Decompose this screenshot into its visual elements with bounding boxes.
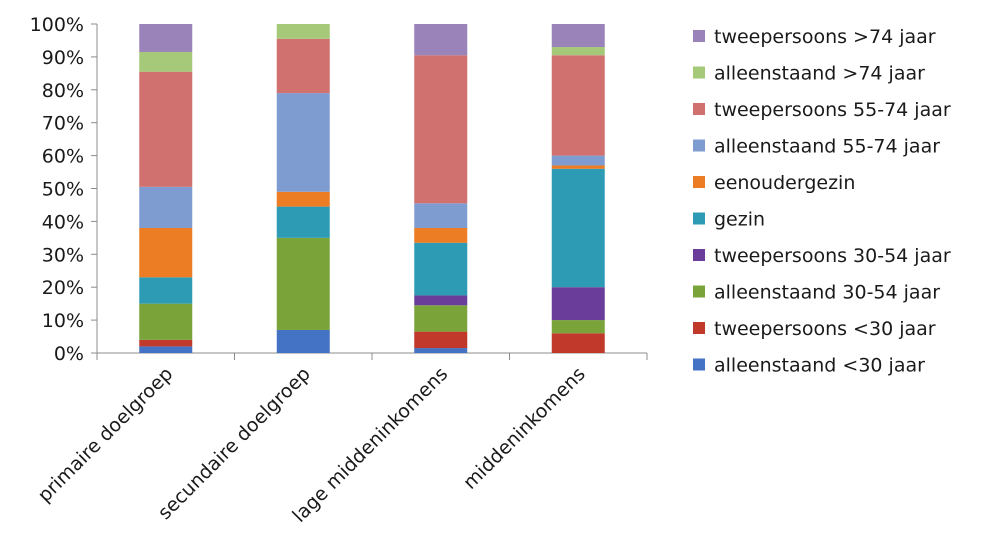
legend-swatch — [693, 249, 705, 261]
x-category-label: primaire doelgroep — [34, 363, 178, 507]
x-category-label: lage middeninkomens — [288, 363, 452, 527]
legend: tweepersoons >74 jaar alleenstaand >74 ja… — [693, 26, 951, 377]
bars — [139, 24, 605, 353]
legend-label: gezin — [714, 209, 765, 231]
bar-segment — [139, 303, 193, 340]
bar-segment — [276, 93, 330, 192]
legend-label: alleenstaand >74 jaar — [714, 63, 925, 85]
legend-swatch — [693, 139, 705, 152]
bar-segment — [551, 24, 605, 48]
bar-segment — [414, 24, 468, 56]
y-tick-label: 90% — [42, 47, 84, 69]
bar-segment — [414, 203, 468, 228]
bar-segment — [139, 277, 193, 304]
bar-segment — [551, 155, 605, 166]
bar-segment — [139, 24, 193, 52]
bar-segment — [551, 320, 605, 334]
bar-segment — [276, 24, 330, 39]
axes: 0% 10% 20% 30% 40% 50% 60% 70% 80% 90% 100% — [30, 14, 648, 365]
bar-segment — [551, 333, 605, 353]
bar-segment — [276, 329, 330, 353]
bar-segment — [414, 55, 468, 204]
bar-segment — [551, 47, 605, 56]
bar-segment — [551, 168, 605, 288]
bar-segment — [414, 331, 468, 349]
bar-segment — [139, 186, 193, 228]
bar-segment — [276, 237, 330, 330]
x-category-label: secundaire doelgroep — [154, 363, 315, 524]
bar-segment — [139, 51, 193, 72]
y-tick-label: 0% — [54, 343, 84, 365]
legend-swatch — [693, 176, 705, 188]
y-tick-label: 10% — [42, 310, 84, 332]
y-tick-label: 50% — [42, 179, 84, 201]
legend-swatch — [693, 212, 705, 225]
bar-segment — [551, 55, 605, 156]
legend-swatch — [693, 66, 705, 79]
y-tick-label: 30% — [42, 244, 84, 266]
bar-segment — [551, 287, 605, 321]
bar-segment — [276, 206, 330, 238]
y-tick-label: 70% — [42, 113, 84, 135]
y-tick-label: 60% — [42, 146, 84, 168]
bar-segment — [414, 348, 468, 353]
legend-swatch — [693, 30, 705, 42]
y-tick-label: 40% — [42, 211, 84, 233]
y-tick-label: 80% — [42, 80, 84, 102]
legend-label: eenoudergezin — [714, 172, 855, 194]
bar-segment — [414, 305, 468, 332]
legend-swatch — [693, 322, 705, 334]
legend-swatch — [693, 103, 705, 115]
legend-label: tweepersoons 55-74 jaar — [714, 99, 951, 121]
y-tick-label: 20% — [42, 277, 84, 299]
bar-segment — [139, 346, 193, 353]
bar-segment — [414, 242, 468, 296]
legend-label: tweepersoons 30-54 jaar — [714, 245, 951, 267]
bar-segment — [276, 191, 330, 207]
bar-segment — [139, 227, 193, 278]
legend-label: alleenstaand 30-54 jaar — [714, 282, 940, 304]
x-category-label: middeninkomens — [459, 363, 590, 494]
bar-segment — [139, 71, 193, 187]
legend-label: alleenstaand <30 jaar — [714, 355, 925, 377]
bar-segment — [414, 227, 468, 243]
legend-swatch — [693, 358, 705, 371]
legend-swatch — [693, 285, 705, 298]
y-tick-label: 100% — [30, 14, 84, 36]
bar-segment — [551, 165, 605, 169]
legend-label: tweepersoons <30 jaar — [714, 318, 936, 340]
bar-segment — [276, 38, 330, 94]
bar-segment — [414, 295, 468, 306]
legend-label: tweepersoons >74 jaar — [714, 26, 936, 48]
legend-label: alleenstaand 55-74 jaar — [714, 136, 940, 158]
bar-segment — [139, 339, 193, 347]
